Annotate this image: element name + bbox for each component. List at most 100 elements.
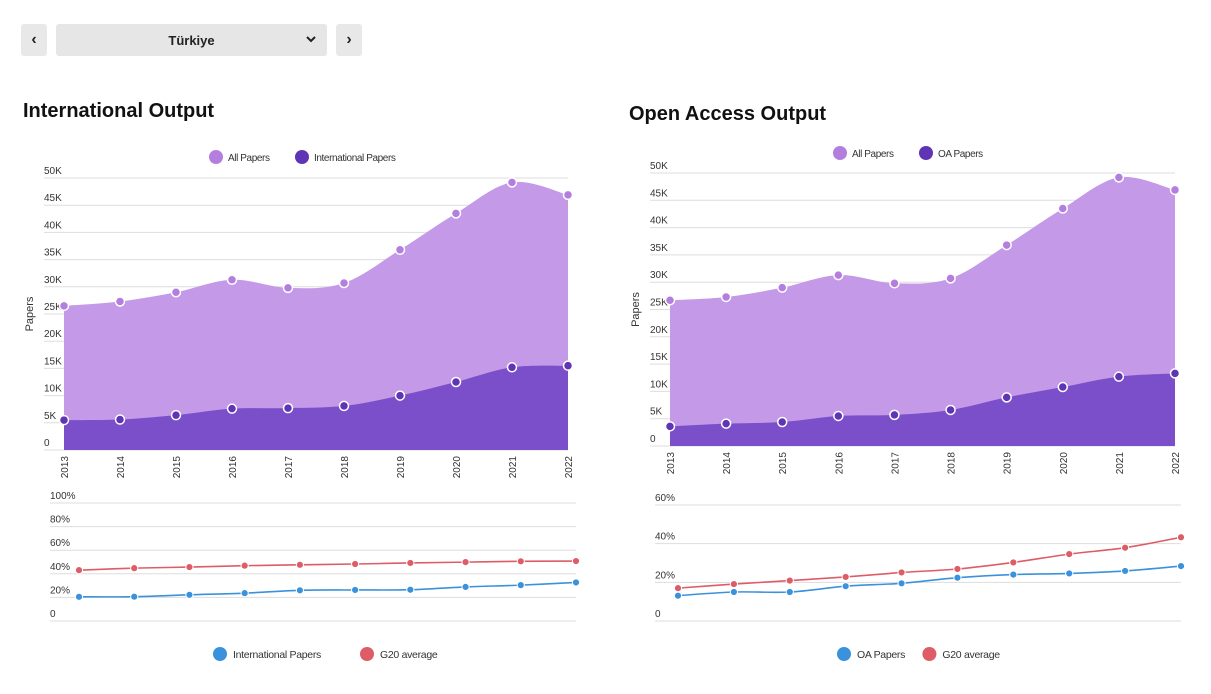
oa-area-x-tick-label: 2013 <box>666 452 677 475</box>
intl-pct-point-g20-average <box>130 564 139 573</box>
intl-area-legend-label: International Papers <box>314 153 396 164</box>
intl-area-y-tick-label: 45K <box>44 193 62 204</box>
intl-area-y-tick-label: 35K <box>44 248 62 259</box>
intl-pct-point-g20-average <box>571 556 581 566</box>
oa-pct-y-tick-label: 0 <box>655 609 661 620</box>
intl-area-x-tick-label: 2017 <box>284 456 295 479</box>
intl-pct-point-papers <box>185 590 194 599</box>
oa-pct-legend-swatch <box>922 647 937 661</box>
intl-pct-point-papers <box>74 592 84 601</box>
intl-area-x-tick-label: 2021 <box>508 456 519 479</box>
oa-area-legend-swatch <box>833 146 847 160</box>
intl-pct-point-papers <box>130 592 139 601</box>
oa-area-point-focus-papers <box>720 418 732 429</box>
oa-area-legend-swatch <box>919 146 933 160</box>
oa-area-y-tick-label: 40K <box>650 216 668 227</box>
intl-area-y-tick-label: 40K <box>44 220 62 231</box>
oa-area-point-all-papers <box>1001 239 1012 251</box>
oa-pct-y-tick-label: 20% <box>655 570 675 581</box>
intl-pct-legend-swatch <box>360 647 374 661</box>
oa-pct-point-g20-average <box>1176 533 1186 542</box>
intl-pct-point-papers <box>516 581 525 590</box>
oa-area-x-tick-label: 2016 <box>834 452 845 475</box>
oa-pct-point-papers <box>897 579 906 588</box>
oa-pct-line-g20-average <box>677 536 1182 589</box>
intl-pct-point-papers <box>295 586 304 595</box>
intl-pct-point-g20-average <box>240 561 249 570</box>
oa-pct-point-papers <box>1009 570 1018 579</box>
intl-pct-line-g20-average <box>78 560 577 571</box>
intl-pct-legend-label: G20 average <box>380 649 438 661</box>
intl-area-point-focus-papers <box>282 402 294 414</box>
intl-pct-y-tick-label: 40% <box>50 562 70 573</box>
intl-area-area-all-papers <box>64 181 568 450</box>
intl-pct-legend-swatch <box>213 647 227 661</box>
oa-pct-legend-label: G20 average <box>942 649 1000 661</box>
intl-area-x-tick-label: 2015 <box>172 456 183 479</box>
intl-pct-point-g20-average <box>74 566 84 575</box>
oa-area-area-all-papers <box>670 176 1175 446</box>
intl-area-point-focus-papers <box>394 390 406 401</box>
intl-area-point-focus-papers <box>58 414 70 426</box>
oa-area-y-tick-label: 50K <box>650 161 668 172</box>
oa-area-point-focus-papers <box>889 409 900 421</box>
oa-area-point-focus-papers <box>1001 392 1012 403</box>
oa-pct-point-g20-average <box>1009 558 1018 567</box>
oa-pct-point-g20-average <box>953 564 962 574</box>
intl-pct-y-tick-label: 60% <box>50 538 70 549</box>
chevron-right-icon: › <box>346 31 352 48</box>
country-select-value: Türkiye <box>168 32 215 48</box>
next-country-button[interactable]: › <box>336 24 362 56</box>
intl-area-point-all-papers <box>450 208 462 219</box>
oa-pct-point-g20-average <box>1121 543 1130 552</box>
country-select[interactable]: Türkiye <box>56 24 327 56</box>
intl-pct-point-g20-average <box>406 558 415 568</box>
previous-country-button[interactable]: ‹ <box>21 24 47 56</box>
intl-pct-y-tick-label: 0 <box>50 609 56 620</box>
intl-pct-line-papers <box>78 581 577 598</box>
oa-area-x-tick-label: 2020 <box>1059 452 1070 475</box>
oa-area-y-axis-label: Papers <box>630 292 642 327</box>
intl-area-point-focus-papers <box>450 376 462 388</box>
intl-area-point-focus-papers <box>226 403 238 414</box>
intl-area-x-tick-label: 2014 <box>116 456 127 479</box>
intl-area-legend-swatch <box>209 150 223 164</box>
intl-pct-point-papers <box>406 585 415 594</box>
intl-pct-point-g20-average <box>461 558 470 567</box>
oa-pct-point-g20-average <box>729 579 738 589</box>
intl-area-y-tick-label: 30K <box>44 275 62 286</box>
international-output-title: International Output <box>23 100 215 122</box>
intl-area-point-focus-papers <box>562 360 574 371</box>
oa-pct-y-tick-label: 60% <box>655 493 675 504</box>
oa-area-point-focus-papers <box>1113 371 1125 382</box>
open-access-output-title: Open Access Output <box>629 103 827 125</box>
oa-area-point-all-papers <box>889 278 900 289</box>
intl-area-y-tick-label: 0 <box>44 438 50 449</box>
oa-pct-point-papers <box>1121 566 1130 576</box>
intl-area-point-all-papers <box>562 189 574 201</box>
intl-area-legend-label: All Papers <box>228 153 270 164</box>
oa-area-point-focus-papers <box>776 416 788 428</box>
oa-pct-point-papers <box>1065 569 1074 578</box>
chevron-left-icon: ‹ <box>31 31 37 48</box>
intl-area-point-all-papers <box>114 296 126 307</box>
intl-area-x-tick-label: 2018 <box>340 456 351 479</box>
oa-pct-point-papers <box>953 573 962 582</box>
chevron-down-icon <box>305 32 317 49</box>
oa-area-point-all-papers <box>1113 172 1125 183</box>
intl-area-y-axis-label: Papers <box>24 296 36 331</box>
oa-area-y-tick-label: 10K <box>650 379 668 390</box>
oa-area-y-tick-label: 15K <box>650 352 668 363</box>
intl-area-point-all-papers <box>338 277 350 289</box>
intl-area-point-focus-papers <box>170 409 182 421</box>
oa-pct-point-g20-average <box>1065 550 1074 559</box>
oa-area-y-tick-label: 5K <box>650 407 663 418</box>
oa-pct-point-g20-average <box>785 576 794 585</box>
oa-pct-legend-swatch <box>837 647 851 661</box>
oa-pct-point-g20-average <box>841 572 850 582</box>
oa-area-x-tick-label: 2015 <box>778 452 789 475</box>
oa-area-point-focus-papers <box>664 421 676 432</box>
intl-area-y-tick-label: 50K <box>44 166 62 177</box>
oa-area-legend-label: All Papers <box>852 149 894 160</box>
